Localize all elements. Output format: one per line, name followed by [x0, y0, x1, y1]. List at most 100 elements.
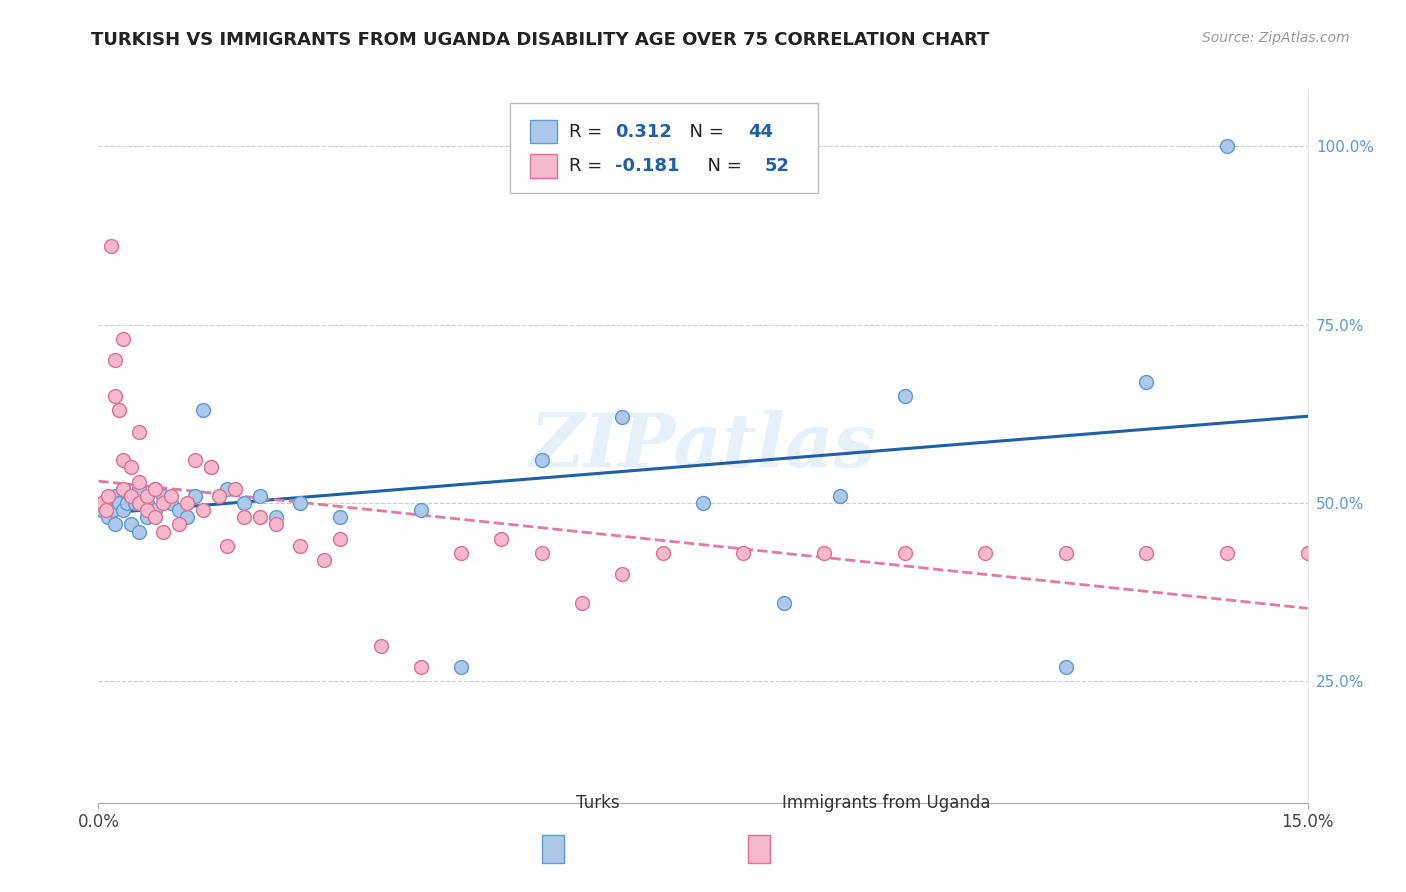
Text: 44: 44 — [748, 123, 773, 141]
Point — [491, 532, 513, 546]
Point — [193, 503, 215, 517]
Point — [128, 524, 150, 539]
Point — [128, 496, 150, 510]
Point — [733, 546, 755, 560]
Point — [111, 453, 134, 467]
Text: 52: 52 — [765, 157, 790, 175]
Point — [176, 510, 198, 524]
Point — [103, 489, 125, 503]
Point — [111, 503, 134, 517]
Point — [571, 596, 593, 610]
Point — [1135, 375, 1157, 389]
Point — [100, 239, 122, 253]
Point — [370, 639, 392, 653]
Bar — [530, 154, 557, 178]
Point — [1054, 660, 1077, 674]
Point — [288, 496, 311, 510]
Point — [232, 510, 254, 524]
Point — [208, 489, 231, 503]
Point — [135, 503, 157, 517]
Point — [152, 524, 174, 539]
Point — [329, 532, 352, 546]
Point — [103, 353, 125, 368]
Point — [692, 496, 714, 510]
Point — [167, 503, 190, 517]
Point — [1216, 139, 1239, 153]
Point — [314, 553, 336, 567]
Point — [200, 460, 222, 475]
Point — [120, 489, 142, 503]
Point — [329, 510, 352, 524]
Text: 0.312: 0.312 — [614, 123, 672, 141]
Point — [264, 510, 287, 524]
Point — [224, 482, 246, 496]
Point — [152, 489, 174, 503]
Point — [772, 596, 794, 610]
Point — [651, 546, 673, 560]
Point — [288, 539, 311, 553]
Point — [200, 460, 222, 475]
Point — [143, 482, 166, 496]
Point — [128, 475, 150, 489]
Point — [530, 453, 553, 467]
Point — [160, 496, 183, 510]
Point — [91, 496, 114, 510]
Text: TURKISH VS IMMIGRANTS FROM UGANDA DISABILITY AGE OVER 75 CORRELATION CHART: TURKISH VS IMMIGRANTS FROM UGANDA DISABI… — [91, 31, 990, 49]
Point — [96, 496, 118, 510]
Point — [1054, 546, 1077, 560]
Point — [97, 510, 120, 524]
Point — [1216, 546, 1239, 560]
Point — [184, 453, 207, 467]
Point — [264, 517, 287, 532]
Point — [828, 489, 851, 503]
Point — [120, 460, 142, 475]
Point — [103, 517, 125, 532]
Point — [107, 496, 129, 510]
Point — [450, 546, 472, 560]
Text: N =: N = — [696, 157, 747, 175]
Point — [893, 546, 915, 560]
Text: R =: R = — [569, 157, 607, 175]
Point — [120, 517, 142, 532]
Point — [217, 482, 239, 496]
Point — [120, 489, 142, 503]
Point — [128, 425, 150, 439]
Point — [217, 539, 239, 553]
Point — [103, 389, 125, 403]
Bar — [748, 835, 769, 863]
Text: Immigrants from Uganda: Immigrants from Uganda — [782, 794, 990, 812]
Text: ZIPatlas: ZIPatlas — [530, 409, 876, 483]
Point — [184, 489, 207, 503]
Text: R =: R = — [569, 123, 607, 141]
Point — [813, 546, 835, 560]
Point — [167, 517, 190, 532]
Point — [143, 510, 166, 524]
Point — [111, 332, 134, 346]
Text: Turks: Turks — [576, 794, 620, 812]
Point — [249, 510, 271, 524]
Point — [232, 496, 254, 510]
Point — [612, 410, 634, 425]
Point — [530, 546, 553, 560]
Point — [97, 489, 120, 503]
Point — [974, 546, 997, 560]
Point — [893, 389, 915, 403]
Point — [193, 403, 215, 417]
Point — [1296, 546, 1319, 560]
Bar — [530, 120, 557, 144]
Point — [115, 496, 138, 510]
Point — [111, 482, 134, 496]
Point — [612, 567, 634, 582]
Point — [91, 503, 114, 517]
Point — [111, 482, 134, 496]
Point — [176, 496, 198, 510]
Point — [143, 503, 166, 517]
FancyBboxPatch shape — [509, 103, 818, 193]
Point — [107, 403, 129, 417]
Point — [160, 489, 183, 503]
Bar — [543, 835, 564, 863]
Point — [101, 503, 124, 517]
Point — [409, 660, 432, 674]
Text: N =: N = — [678, 123, 730, 141]
Point — [128, 482, 150, 496]
